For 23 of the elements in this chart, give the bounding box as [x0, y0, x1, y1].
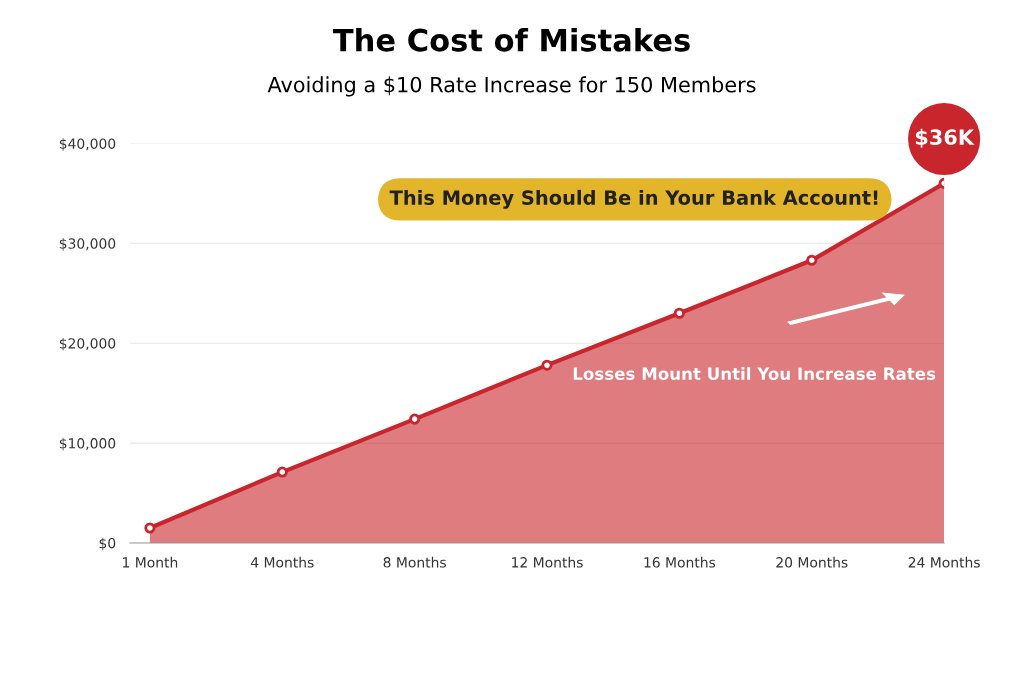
- x-tick-label: 8 Months: [383, 556, 446, 568]
- point: [806, 254, 818, 266]
- x-tick-label: 24 Months: [908, 556, 980, 568]
- x-tick-label: 4 Months: [250, 556, 314, 568]
- y-tick-label: $0: [99, 537, 116, 551]
- y-tick-label: $30,000: [59, 238, 116, 251]
- chart-title: The Cost of Mistakes: [332, 28, 690, 52]
- annotation: Losses Mount Until You Increase Rates: [573, 367, 936, 381]
- x-tick-label: 1 Month: [123, 556, 178, 568]
- point: [276, 466, 288, 478]
- x-tick-label: 20 Months: [776, 556, 848, 568]
- x-tick-label: 16 Months: [644, 556, 716, 568]
- data-label: $36K: [915, 128, 975, 148]
- annotation: This Money Should Be in Your Bank Account!: [389, 189, 878, 209]
- y-tick-label: $40,000: [59, 138, 116, 151]
- point: [673, 307, 685, 319]
- y-tick-label: $20,000: [59, 337, 116, 351]
- x-tick-label: 12 Months: [512, 556, 583, 568]
- point: [409, 413, 421, 425]
- point: [144, 522, 156, 534]
- y-tick-label: $10,000: [59, 437, 116, 451]
- chart-subtitle: Avoiding a $10 Rate Increase for 150 Members: [267, 76, 756, 97]
- point: [541, 359, 553, 371]
